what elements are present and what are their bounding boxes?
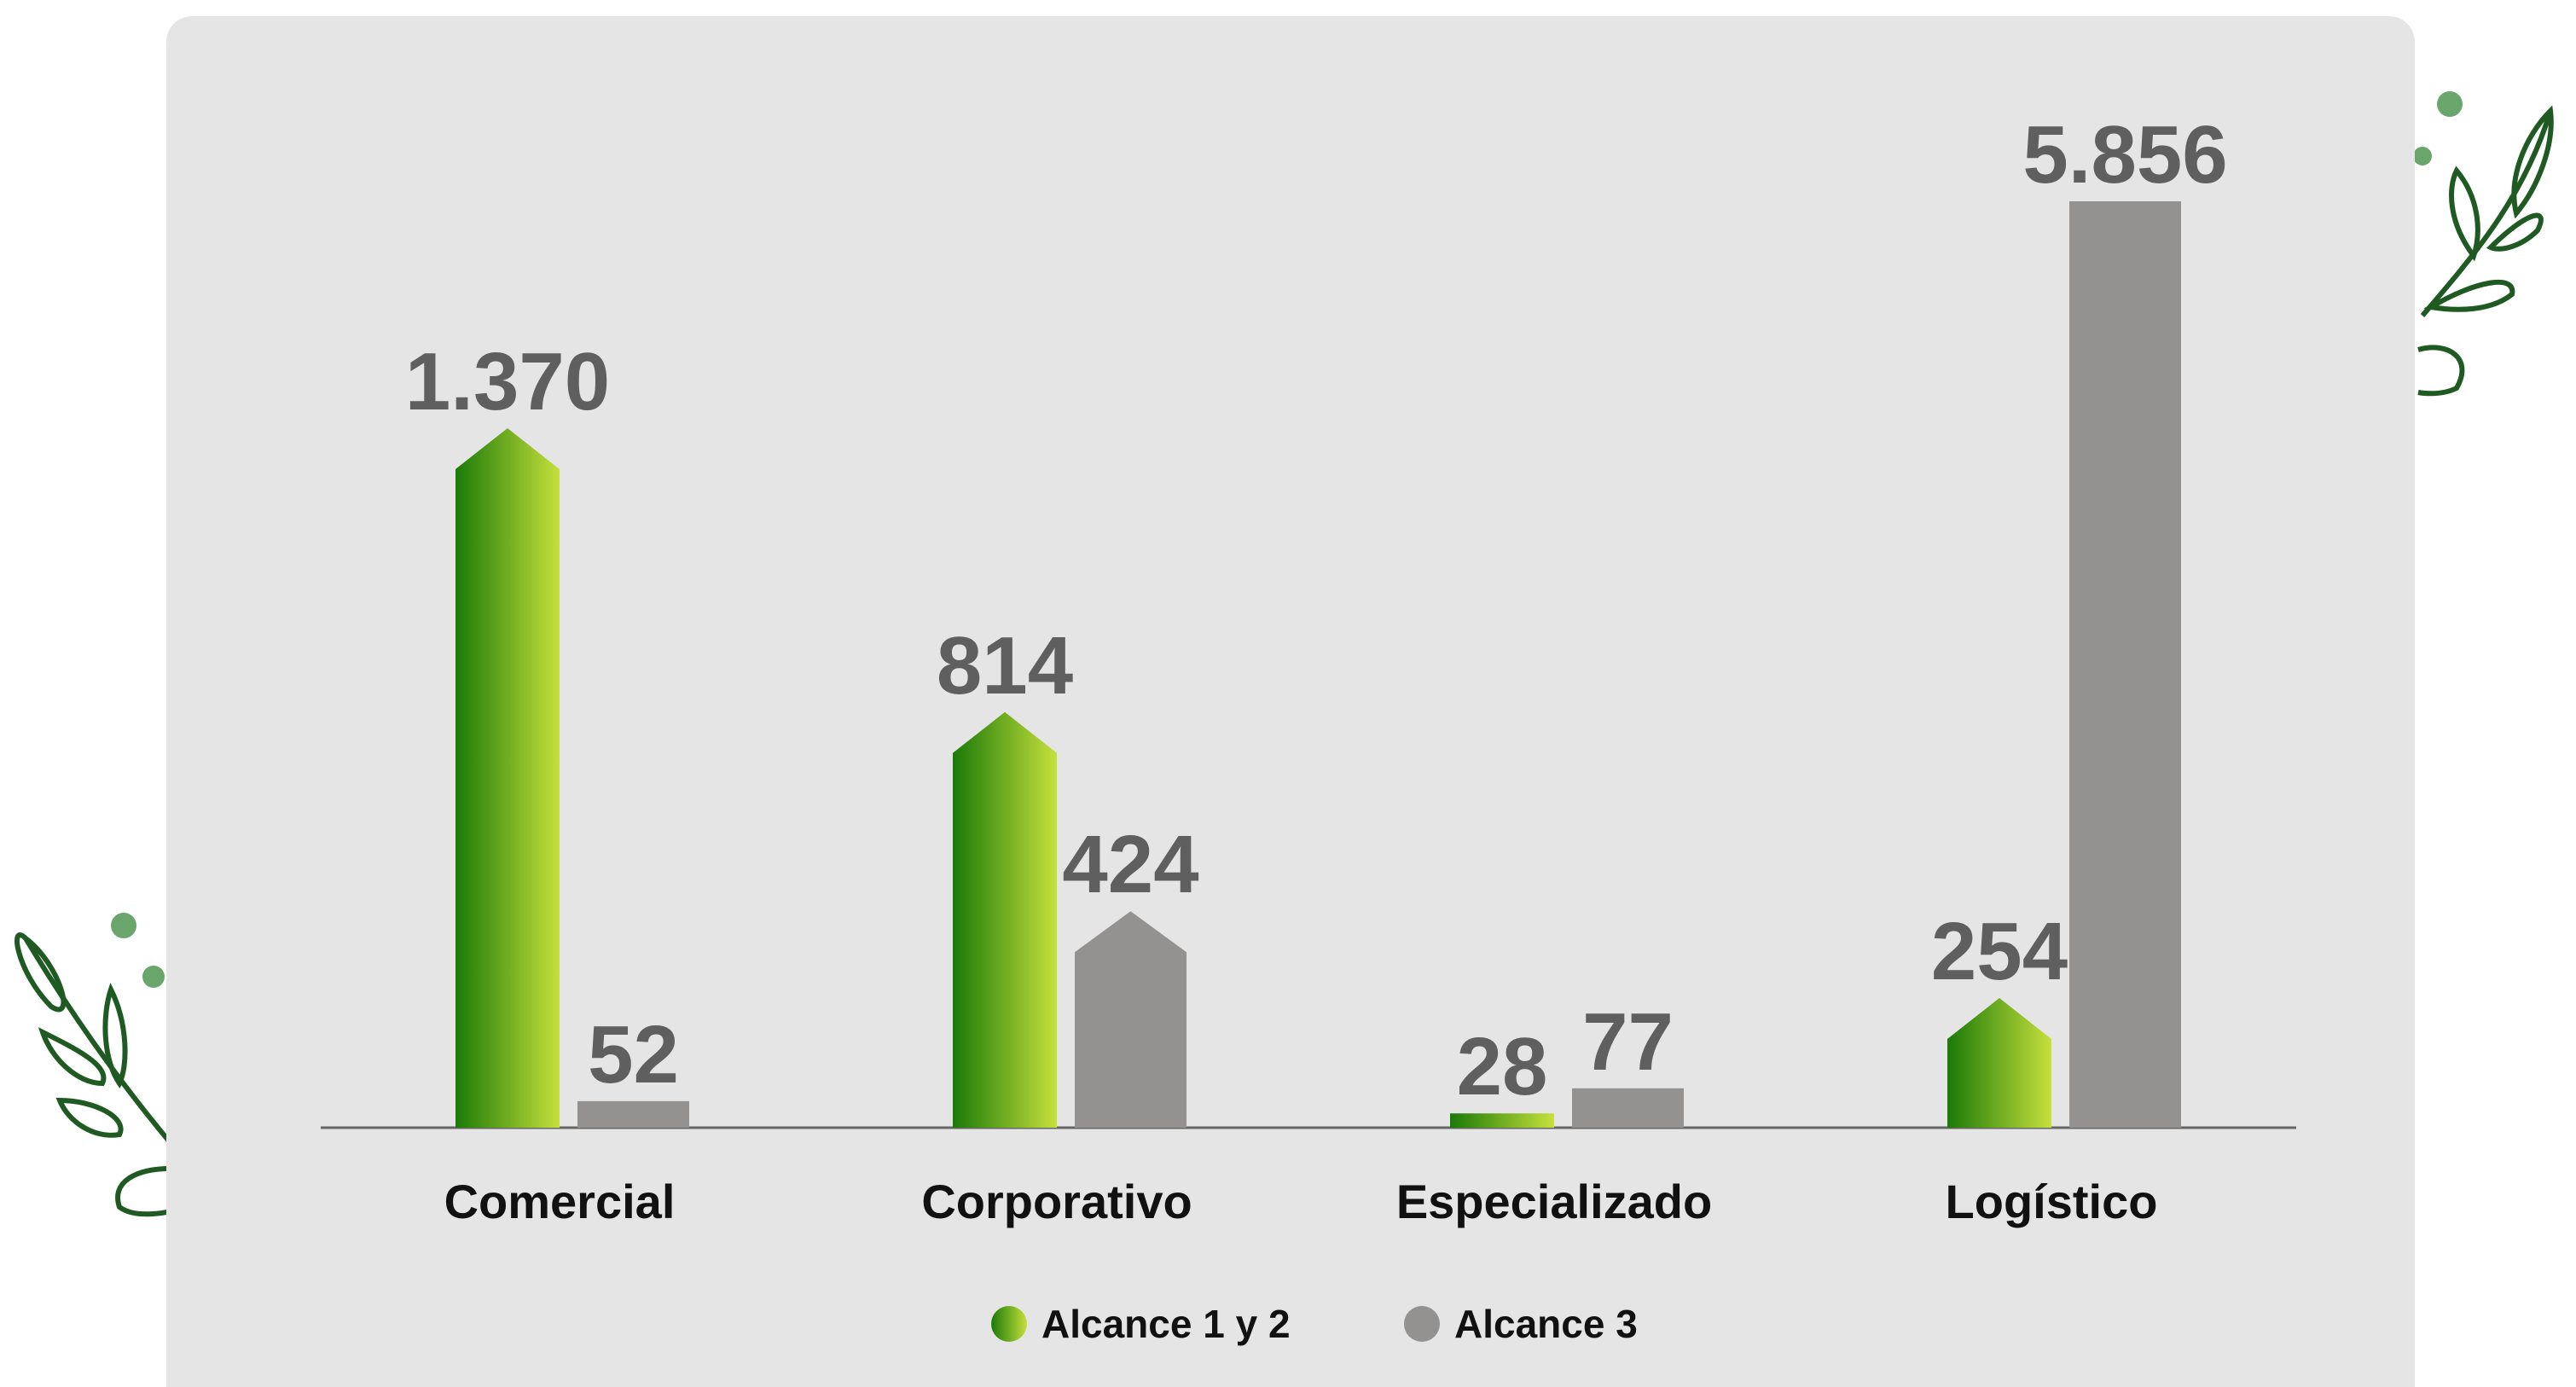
bar [1572,1088,1684,1128]
value-label: 254 [1931,906,2068,997]
bar [1450,1113,1554,1128]
value-label: 77 [1582,996,1674,1088]
value-label: 28 [1457,1021,1548,1112]
value-label: 814 [937,620,1073,711]
bar [953,712,1057,1128]
legend-label: Alcance 1 y 2 [1041,1302,1291,1346]
value-label: 5.856 [2022,109,2227,200]
page: Comercial 1.370 52 Corporativo 814 424 Especia… [0,0,2576,1387]
legend-swatch [991,1306,1027,1342]
value-label: 424 [1062,819,1198,910]
dot-decoration [2437,91,2463,117]
x-tick-label: Logístico [1946,1175,2158,1228]
bar [577,1101,689,1128]
legend-swatch [1404,1306,1440,1342]
legend-label: Alcance 3 [1454,1302,1638,1346]
chart: Comercial 1.370 52 Corporativo 814 424 Especia… [0,0,2576,1387]
x-tick-label: Especializado [1396,1175,1712,1228]
x-tick-label: Comercial [444,1175,676,1228]
bar [1075,911,1186,1128]
value-label: 52 [588,1009,679,1100]
bar [455,428,560,1128]
dot-decoration [2413,147,2432,165]
dot-decoration [142,966,165,988]
dot-decoration [111,913,136,938]
x-tick-label: Corporativo [921,1175,1192,1228]
value-label: 1.370 [405,336,610,427]
leaf-decoration-right [2418,111,2551,393]
